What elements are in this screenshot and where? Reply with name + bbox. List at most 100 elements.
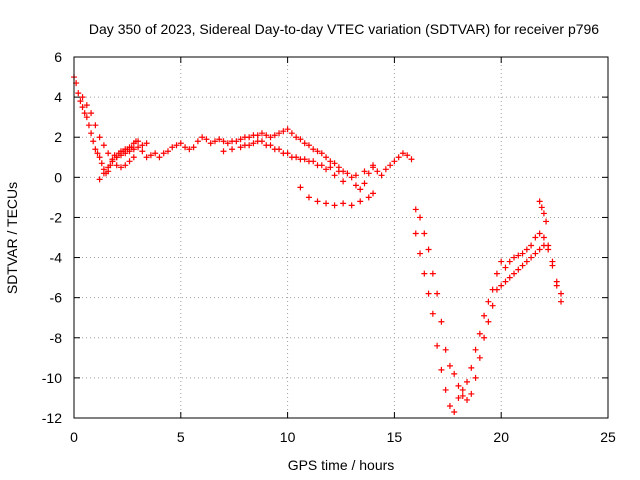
data-point bbox=[421, 270, 428, 277]
data-point bbox=[105, 150, 112, 157]
chart-title: Day 350 of 2023, Sidereal Day-to-day VTE… bbox=[89, 21, 599, 37]
data-point bbox=[538, 204, 545, 211]
data-point bbox=[139, 142, 146, 149]
data-point bbox=[96, 154, 103, 161]
data-point bbox=[152, 150, 159, 157]
data-point bbox=[88, 130, 95, 137]
data-point bbox=[105, 164, 112, 171]
data-point bbox=[540, 210, 547, 217]
x-axis-ticks: 0 5 10 15 20 25 bbox=[70, 57, 616, 445]
data-point bbox=[85, 122, 92, 129]
data-point bbox=[434, 290, 441, 297]
data-point bbox=[387, 162, 394, 169]
data-point bbox=[224, 140, 231, 147]
data-point bbox=[485, 298, 492, 305]
data-point bbox=[434, 342, 441, 349]
data-point bbox=[258, 138, 265, 145]
data-point bbox=[553, 282, 560, 289]
data-point bbox=[344, 170, 351, 177]
data-point bbox=[164, 148, 171, 155]
data-point bbox=[370, 190, 377, 197]
data-point bbox=[79, 94, 86, 101]
x-tick-label: 5 bbox=[177, 429, 185, 445]
data-point bbox=[305, 194, 312, 201]
data-point bbox=[382, 166, 389, 173]
data-point bbox=[352, 172, 359, 179]
data-point bbox=[190, 144, 197, 151]
data-point bbox=[194, 138, 201, 145]
data-point bbox=[468, 390, 475, 397]
data-point bbox=[438, 318, 445, 325]
data-point bbox=[288, 130, 295, 137]
data-point bbox=[327, 164, 334, 171]
data-point bbox=[331, 160, 338, 167]
data-point bbox=[100, 170, 107, 177]
data-point bbox=[340, 200, 347, 207]
data-point bbox=[417, 250, 424, 257]
data-point bbox=[536, 230, 543, 237]
data-point bbox=[417, 214, 424, 221]
data-point bbox=[113, 162, 120, 169]
data-point bbox=[267, 142, 274, 149]
data-point bbox=[126, 158, 133, 165]
data-point bbox=[451, 408, 458, 415]
data-point bbox=[331, 202, 338, 209]
data-point bbox=[442, 346, 449, 353]
y-tick-label: -2 bbox=[50, 209, 63, 225]
data-point bbox=[519, 262, 526, 269]
data-point bbox=[237, 144, 244, 151]
data-point bbox=[75, 90, 82, 97]
data-point bbox=[237, 136, 244, 143]
data-point bbox=[468, 364, 475, 371]
data-point bbox=[451, 370, 458, 377]
data-point bbox=[92, 146, 99, 153]
data-point bbox=[528, 254, 535, 261]
data-point bbox=[310, 146, 317, 153]
data-point bbox=[220, 148, 227, 155]
data-point bbox=[331, 172, 338, 179]
data-point bbox=[117, 152, 124, 159]
data-point bbox=[98, 160, 105, 167]
data-point bbox=[310, 158, 317, 165]
y-tick-label: 2 bbox=[54, 129, 62, 145]
data-point bbox=[493, 286, 500, 293]
data-point bbox=[182, 144, 189, 151]
data-point bbox=[130, 154, 137, 161]
data-point bbox=[464, 396, 471, 403]
data-point bbox=[83, 114, 90, 121]
data-point bbox=[220, 138, 227, 145]
data-point bbox=[229, 146, 236, 153]
data-point bbox=[263, 132, 270, 139]
data-point bbox=[126, 148, 133, 155]
y-tick-label: 6 bbox=[54, 49, 62, 65]
data-point bbox=[540, 242, 547, 249]
data-point bbox=[297, 136, 304, 143]
data-point bbox=[404, 152, 411, 159]
data-point bbox=[143, 140, 150, 147]
y-axis-label: SDTVAR / TECUs bbox=[4, 182, 20, 294]
x-tick-label: 20 bbox=[493, 429, 509, 445]
y-tick-label: 0 bbox=[54, 169, 62, 185]
data-point bbox=[216, 136, 223, 143]
data-point bbox=[446, 362, 453, 369]
data-point bbox=[77, 98, 84, 105]
data-point bbox=[203, 136, 210, 143]
data-point bbox=[305, 142, 312, 149]
data-point bbox=[323, 154, 330, 161]
data-point bbox=[511, 254, 518, 261]
data-point bbox=[519, 250, 526, 257]
data-point bbox=[276, 146, 283, 153]
data-point bbox=[130, 146, 137, 153]
x-tick-label: 15 bbox=[387, 429, 403, 445]
data-point bbox=[173, 142, 180, 149]
data-point bbox=[177, 140, 184, 147]
data-point bbox=[502, 264, 509, 271]
x-tick-label: 0 bbox=[70, 429, 78, 445]
data-point bbox=[425, 290, 432, 297]
data-point bbox=[558, 298, 565, 305]
data-point bbox=[314, 148, 321, 155]
data-point bbox=[536, 246, 543, 253]
data-point bbox=[90, 138, 97, 145]
data-point bbox=[271, 132, 278, 139]
